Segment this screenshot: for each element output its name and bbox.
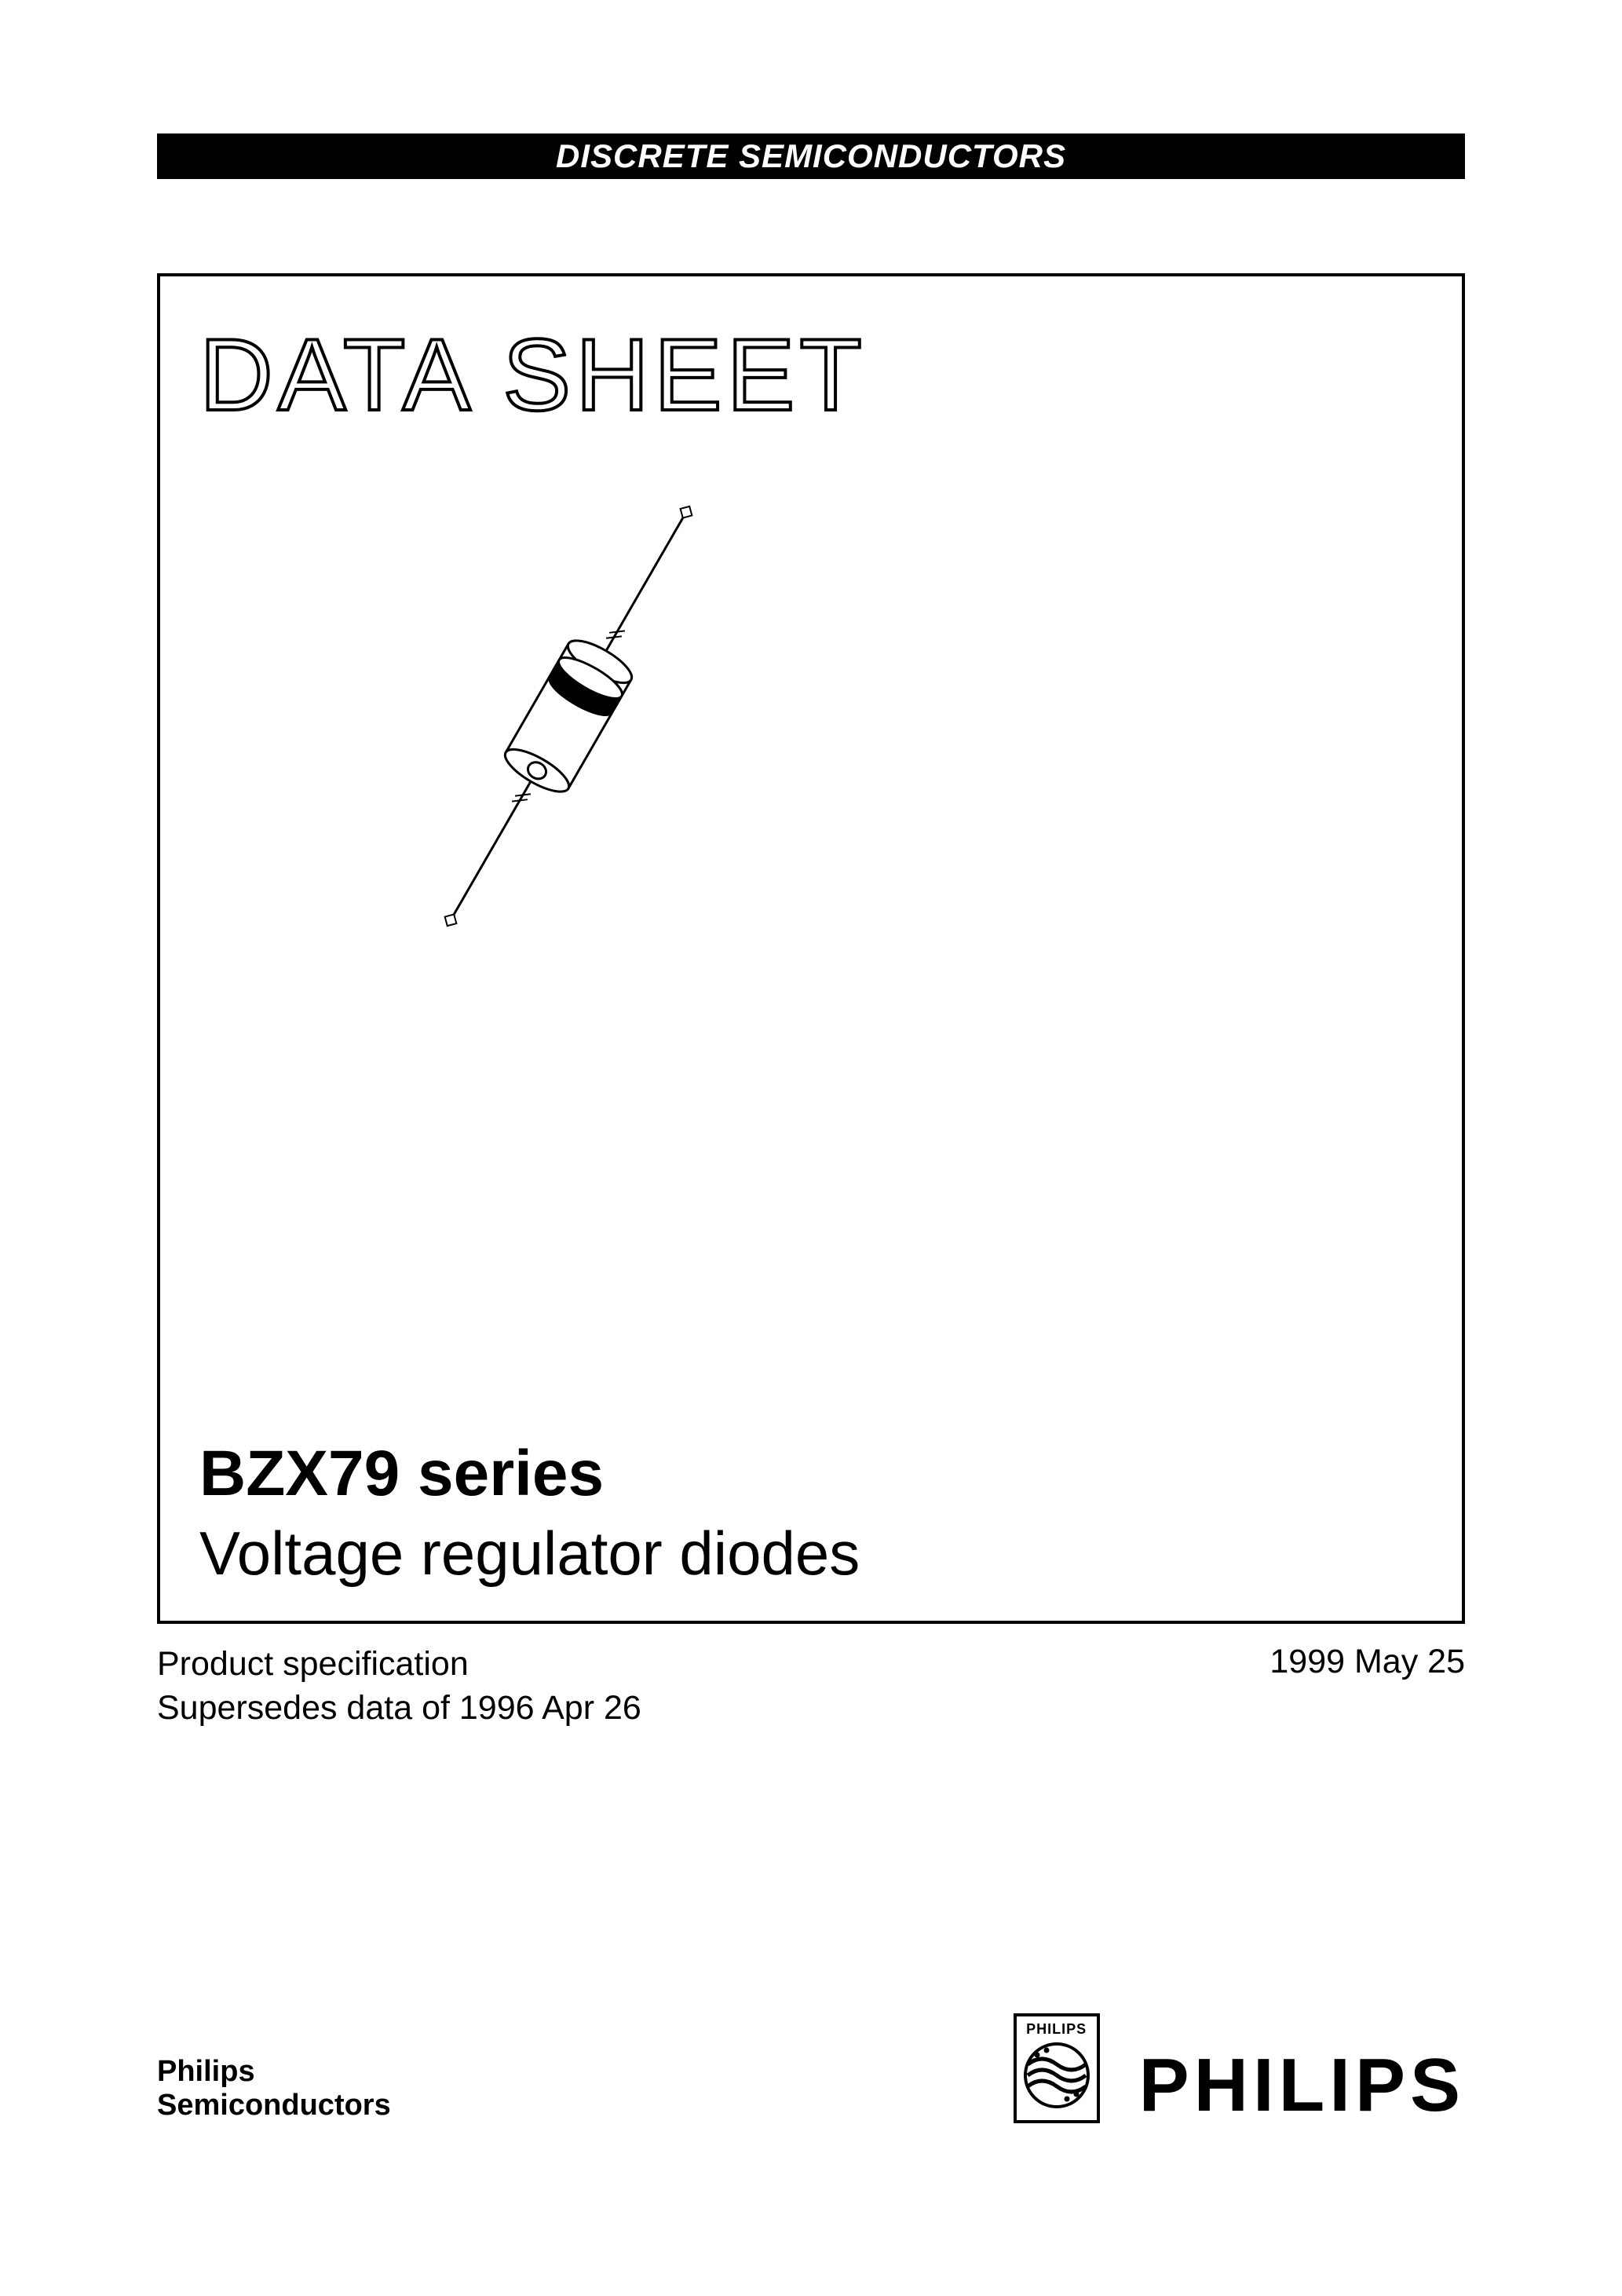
- supersedes-label: Supersedes data of 1996 Apr 26: [157, 1687, 641, 1731]
- brand-line-2: Semiconductors: [157, 2089, 391, 2123]
- shield-text: PHILIPS: [1026, 2021, 1087, 2038]
- spec-label: Product specification: [157, 1643, 641, 1687]
- shield-emblem-icon: [1023, 2041, 1090, 2116]
- date-label: 1999 May 25: [1269, 1643, 1465, 1731]
- category-bar: DISCRETE SEMICONDUCTORS: [157, 133, 1465, 179]
- product-series-name: BZX79 series: [199, 1437, 604, 1511]
- brand-line-1: Philips: [157, 2055, 391, 2089]
- page: DISCRETE SEMICONDUCTORS DATA SHEET: [0, 0, 1622, 2296]
- diode-illustration: [364, 473, 773, 960]
- category-label: DISCRETE SEMICONDUCTORS: [556, 137, 1066, 175]
- meta-left: Product specification Supersedes data of…: [157, 1643, 641, 1731]
- logo-block: PHILIPS PHILIPS: [1014, 2013, 1465, 2123]
- philips-wordmark: PHILIPS: [1139, 2048, 1465, 2123]
- philips-shield-icon: PHILIPS: [1014, 2013, 1100, 2123]
- content-frame: DATA SHEET: [157, 273, 1465, 1624]
- product-description: Voltage regulator diodes: [199, 1518, 860, 1589]
- data-sheet-heading: DATA SHEET: [199, 316, 1423, 433]
- meta-row: Product specification Supersedes data of…: [157, 1643, 1465, 1731]
- footer: Philips Semiconductors PHILIPS PHILIPS: [157, 2013, 1465, 2123]
- brand-block: Philips Semiconductors: [157, 2055, 391, 2123]
